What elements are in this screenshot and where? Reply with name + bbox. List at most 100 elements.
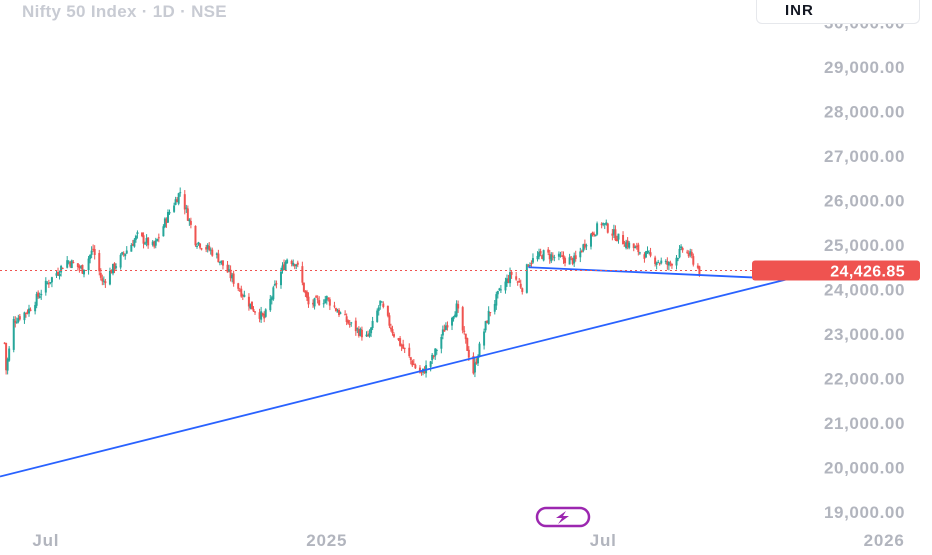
candle-body xyxy=(185,207,188,209)
candle-body xyxy=(237,283,240,289)
trendline-rising-support[interactable] xyxy=(0,266,836,478)
candle-body xyxy=(559,255,562,257)
candle-body xyxy=(376,310,379,322)
candle-body xyxy=(505,278,508,284)
candle-body xyxy=(678,248,681,258)
candle-body xyxy=(634,246,637,249)
candle-body xyxy=(472,355,475,374)
candle-body xyxy=(221,260,224,266)
trendline-neckline[interactable] xyxy=(528,266,773,280)
candle-body xyxy=(281,265,284,271)
candle-body xyxy=(538,252,541,257)
trendlines-layer[interactable] xyxy=(0,266,836,478)
logo-badge[interactable] xyxy=(535,506,591,528)
candle-body xyxy=(646,250,649,253)
candle-body xyxy=(542,250,545,261)
candle-body xyxy=(632,243,635,248)
candle-body xyxy=(162,226,165,237)
badge-pill xyxy=(535,506,591,528)
candle-body xyxy=(496,290,499,295)
candle-body xyxy=(670,263,673,266)
candle-body xyxy=(328,299,331,306)
candle-body xyxy=(463,330,466,332)
candle-body xyxy=(316,298,319,300)
current-price-badge xyxy=(752,260,920,281)
candle-body xyxy=(603,223,606,225)
candle-body xyxy=(625,242,628,249)
candle-body xyxy=(263,314,266,319)
candle-body xyxy=(539,251,542,254)
candle-body xyxy=(119,254,122,268)
candle-body xyxy=(50,277,53,283)
candle-body xyxy=(82,269,85,275)
candle-body xyxy=(125,250,128,254)
candle-body xyxy=(37,292,40,297)
price-axis[interactable]: 30,000.0029,000.0028,000.0027,000.0026,0… xyxy=(824,13,905,522)
candle-body xyxy=(249,303,252,309)
y-tick-label: 27,000.00 xyxy=(824,147,905,166)
candle-body xyxy=(90,250,93,255)
candle-body xyxy=(24,313,27,315)
candle-body xyxy=(611,233,614,236)
candle-body xyxy=(626,240,629,248)
candle-body xyxy=(81,264,84,274)
candle-body xyxy=(476,356,479,364)
candle-body xyxy=(46,282,49,284)
candle-body xyxy=(14,320,17,323)
candle-body xyxy=(379,300,382,306)
candle-body xyxy=(580,250,583,253)
candle-body xyxy=(643,254,646,259)
candle-body xyxy=(432,355,435,357)
candle-body xyxy=(269,298,272,311)
candle-body xyxy=(434,348,437,357)
candle-body xyxy=(12,318,15,350)
candle-body xyxy=(680,246,683,249)
time-axis[interactable]: Jul 2025 Jul 2026 xyxy=(32,531,904,550)
candle-body xyxy=(339,312,342,314)
candle-body xyxy=(602,223,605,225)
candle-body xyxy=(622,234,625,245)
candle-body xyxy=(101,278,104,282)
current-price-label: 24,426.85 xyxy=(830,263,905,280)
candle-body xyxy=(40,293,43,296)
candle-body xyxy=(606,223,609,233)
candle-body xyxy=(440,337,443,349)
candle-body xyxy=(681,247,684,251)
candle-body xyxy=(360,329,363,338)
candle-body xyxy=(507,278,510,282)
candle-body xyxy=(98,253,101,272)
candle-body xyxy=(217,253,220,263)
candle-body xyxy=(382,303,385,307)
candle-body xyxy=(195,245,198,247)
candle-body xyxy=(560,255,563,257)
currency-selector[interactable]: INR xyxy=(756,0,920,24)
candle-body xyxy=(617,233,620,240)
candle-body xyxy=(354,320,357,332)
candle-body xyxy=(55,273,58,276)
candle-body xyxy=(188,219,191,222)
candle-body xyxy=(399,338,402,346)
candle-body xyxy=(226,264,229,273)
candle-body xyxy=(113,263,116,270)
candle-body xyxy=(461,307,464,331)
candle-body xyxy=(307,296,310,305)
candle-body xyxy=(486,320,489,323)
candle-body xyxy=(176,199,179,203)
candle-body xyxy=(247,296,250,307)
candle-body xyxy=(318,300,321,306)
candle-body xyxy=(145,238,148,243)
candle-body xyxy=(451,317,454,326)
candle-body xyxy=(444,325,447,330)
candle-body xyxy=(197,242,200,245)
candle-body xyxy=(18,316,21,320)
candle-body xyxy=(386,305,389,316)
candle-body xyxy=(573,255,576,264)
candle-body xyxy=(258,312,261,319)
candle-body xyxy=(487,310,490,324)
candle-body xyxy=(582,244,585,251)
candle-body xyxy=(377,307,380,311)
candle-body xyxy=(304,291,307,294)
candle-body xyxy=(525,264,528,293)
